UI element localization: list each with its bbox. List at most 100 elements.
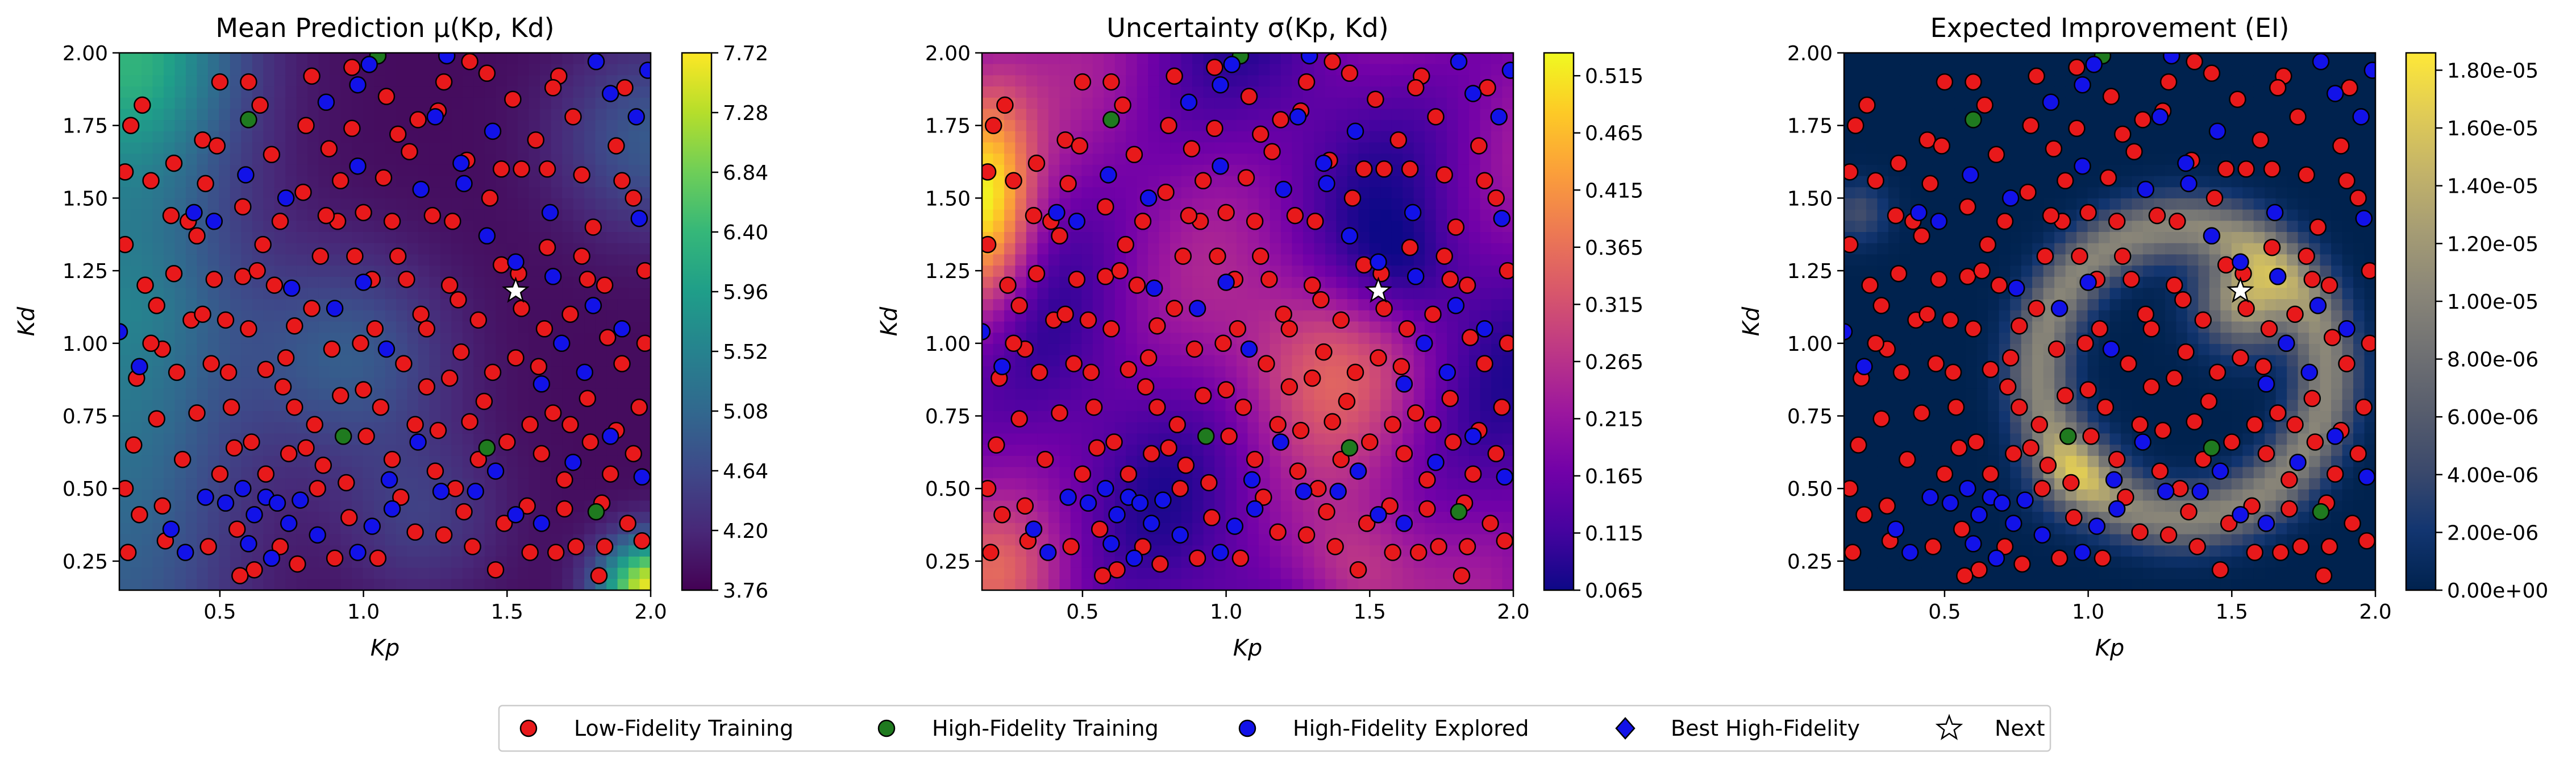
heatmap-cell [318,276,330,289]
heatmap-cell [418,142,430,154]
heatmap-cell [185,254,198,266]
heatmap-cell [241,131,253,143]
low-fidelity-point [1269,523,1287,541]
heatmap-cell [1037,64,1049,76]
heatmap-cell [1048,53,1060,65]
heatmap-cell [318,176,330,188]
heatmap-cell [1469,164,1481,177]
heatmap-cell [518,187,530,199]
heatmap-cell [629,556,640,569]
high-fidelity-explored-point [317,93,335,111]
heatmap-cell [1070,154,1083,165]
low-fidelity-point [1389,131,1408,149]
heatmap-cell [1192,109,1204,121]
heatmap-cell [1137,567,1148,580]
heatmap-cell [551,53,563,65]
heatmap-cell [1469,75,1481,87]
heatmap-cell [1458,400,1470,412]
heatmap-cell [1480,97,1492,110]
heatmap-cell [993,266,1005,277]
heatmap-cell [595,455,607,468]
heatmap-cell [1325,567,1337,580]
heatmap-cell [307,366,319,378]
heatmap-cell [1302,500,1315,512]
heatmap-cell [629,433,640,445]
heatmap-cell [130,400,142,412]
heatmap-cell [1048,343,1060,356]
heatmap-cell [1126,455,1138,468]
heatmap-cell [1203,556,1215,569]
heatmap-cell [407,209,419,222]
heatmap-cell [263,422,275,434]
heatmap-cell [185,164,198,177]
heatmap-cell [1435,321,1447,333]
heatmap-cell [1048,512,1060,524]
heatmap-cell [617,310,629,322]
heatmap-cell [1026,310,1038,322]
heatmap-cell [429,176,441,188]
heatmap-cell [1270,254,1281,266]
heatmap-cell [982,53,994,65]
heatmap-cell [528,579,540,590]
heatmap-cell [1425,366,1437,378]
heatmap-cell [540,343,552,356]
heatmap-cell [584,198,596,210]
heatmap-cell [1114,86,1127,98]
heatmap-cell [551,97,563,110]
heatmap-cell [1270,377,1281,389]
heatmap-cell [473,154,485,165]
heatmap-cell [473,579,485,590]
low-fidelity-point [993,505,1011,524]
heatmap-cell [473,120,485,132]
heatmap-cell [1347,489,1359,501]
heatmap-cell [1070,164,1083,177]
heatmap-cell [1369,556,1381,569]
heatmap-cell [1447,131,1459,143]
heatmap-cell [1170,556,1182,569]
low-fidelity-point [219,363,238,382]
heatmap-cell [352,489,364,501]
heatmap-cell [1170,288,1182,300]
heatmap-cell [1380,86,1392,98]
heatmap-cell [119,276,131,289]
heatmap-cell [1137,75,1148,87]
heatmap-cell [528,64,540,76]
heatmap-cell [318,310,330,322]
heatmap-cell [982,154,994,165]
low-fidelity-point [168,363,186,382]
heatmap-cell [1347,512,1359,524]
heatmap-cell [440,176,452,188]
heatmap-cell [1491,310,1503,322]
heatmap-cell [1336,254,1348,266]
heatmap-cell [1026,512,1038,524]
heatmap-cell [617,455,629,468]
heatmap-cell [1015,97,1027,110]
heatmap-cell [1447,288,1459,300]
heatmap-cell [1192,366,1204,378]
heatmap-cell [207,53,220,65]
heatmap-cell [451,445,463,457]
heatmap-cell [1380,400,1392,412]
heatmap-cell [1458,209,1470,222]
heatmap-cell [163,142,176,154]
heatmap-cell [285,64,297,76]
heatmap-cell [296,97,308,110]
heatmap-cell [562,154,574,165]
heatmap-cell [185,422,198,434]
heatmap-cell [1015,120,1027,132]
heatmap-cell [119,422,131,434]
heatmap-cell [1181,377,1193,389]
heatmap-cell [462,523,475,535]
low-fidelity-point [1051,227,1068,245]
heatmap-cell [374,75,386,87]
heatmap-cell [1447,455,1459,468]
heatmap-cell [1170,209,1182,222]
low-fidelity-point [1217,204,1235,222]
heatmap-cell [363,232,374,244]
heatmap-cell [142,321,153,333]
heatmap-cell [230,343,242,356]
heatmap-cell [1425,489,1437,501]
heatmap-cell [440,545,452,557]
heatmap-cell [617,534,629,546]
heatmap-cell [982,534,994,546]
